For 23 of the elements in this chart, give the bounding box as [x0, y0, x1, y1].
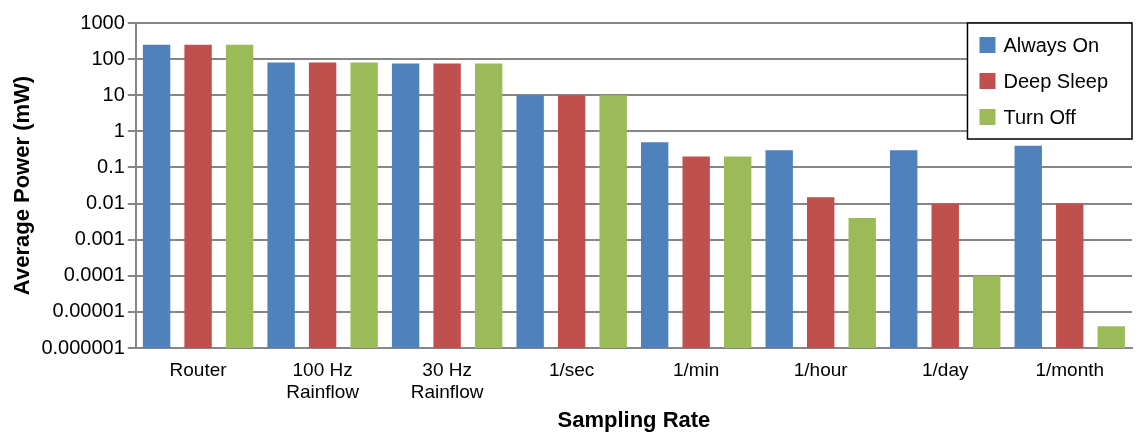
x-tick-label: 1/day — [921, 358, 969, 380]
x-tick-label: 1/month — [1035, 358, 1105, 380]
y-tick-label: 100 — [91, 46, 125, 69]
x-tick-label: Router — [169, 358, 228, 380]
y-tick-label: 1 — [113, 118, 125, 141]
y-tick-label: 0.0001 — [63, 263, 125, 286]
y-tick-label: 0.01 — [85, 191, 125, 214]
y-tick-label: 1000 — [80, 10, 125, 33]
legend-label: Turn Off — [1003, 105, 1077, 128]
y-axis-title: Average Power (mW) — [9, 75, 35, 296]
x-tick-label: 1/hour — [793, 358, 849, 380]
y-tick-label: 0.001 — [74, 227, 125, 250]
legend-label: Always On — [1003, 33, 1100, 56]
x-tick-label: 1/min — [672, 358, 720, 380]
y-tick-label: 0.00001 — [52, 299, 125, 322]
x-tick-label: 100 Hz Rainflow — [286, 358, 360, 403]
y-tick-label: 0.1 — [97, 154, 125, 177]
x-tick-label: 1/sec — [548, 358, 595, 380]
x-axis-title: Sampling Rate — [557, 406, 711, 432]
x-tick-label: 30 Hz Rainflow — [410, 358, 484, 403]
legend-label: Deep Sleep — [1003, 69, 1109, 92]
y-tick-label: 0.000001 — [41, 335, 125, 358]
y-tick-label: 10 — [102, 82, 125, 105]
